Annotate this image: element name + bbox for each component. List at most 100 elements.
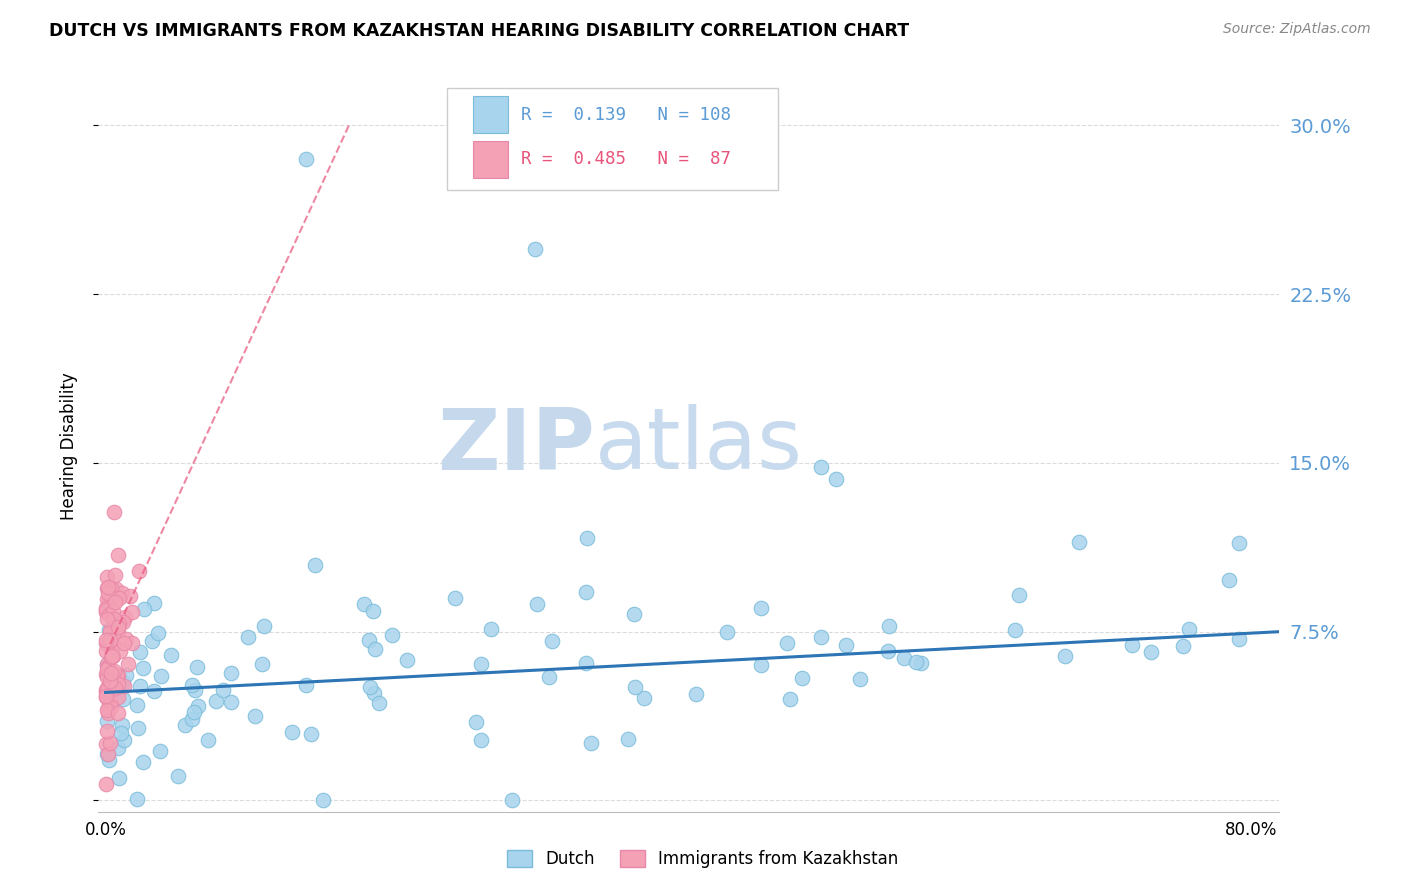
Point (96, 714, 118, 729)
Point (101, 649, 124, 664)
Point (253, 618, 276, 632)
Point (103, 505, 125, 519)
Point (96, 777, 118, 791)
Point (295, 678, 318, 692)
Point (184, 683, 207, 698)
Point (98, 639, 121, 653)
Point (107, 741, 129, 756)
Point (905, 655, 928, 669)
Point (97, 660, 120, 674)
Point (105, 582, 128, 596)
Point (100, 581, 122, 595)
Point (121, 605, 143, 619)
Point (96, 657, 118, 671)
Point (1008, 588, 1031, 602)
Text: Source: ZipAtlas.com: Source: ZipAtlas.com (1223, 22, 1371, 37)
Point (111, 586, 134, 600)
Point (749, 601, 772, 615)
Point (107, 706, 129, 720)
Point (100, 665, 122, 680)
Point (127, 722, 149, 736)
Point (104, 681, 127, 695)
Point (96, 605, 118, 619)
Point (96, 601, 118, 615)
Point (107, 619, 129, 633)
Text: ZIP: ZIP (437, 404, 595, 488)
Point (100, 699, 122, 714)
Point (98, 680, 121, 694)
Point (311, 793, 333, 807)
Point (381, 628, 404, 642)
Point (103, 664, 125, 678)
Point (96, 670, 118, 684)
Point (810, 460, 832, 475)
Point (103, 687, 125, 701)
Point (1067, 534, 1090, 549)
Point (1227, 535, 1250, 549)
Point (97, 580, 120, 594)
Point (824, 472, 846, 486)
Point (1177, 622, 1199, 636)
Point (716, 625, 738, 640)
Point (219, 695, 242, 709)
Point (97, 700, 120, 714)
Point (501, 793, 523, 807)
Point (252, 657, 274, 672)
Point (117, 657, 139, 671)
Point (110, 726, 132, 740)
Point (470, 657, 492, 672)
Point (575, 656, 598, 670)
Point (1054, 648, 1077, 663)
Point (101, 648, 124, 663)
Point (187, 699, 209, 714)
Point (100, 625, 122, 640)
Point (1121, 638, 1143, 652)
Point (112, 615, 135, 629)
Point (212, 682, 235, 697)
Point (107, 548, 129, 562)
Text: DUTCH VS IMMIGRANTS FROM KAZAKHSTAN HEARING DISABILITY CORRELATION CHART: DUTCH VS IMMIGRANTS FROM KAZAKHSTAN HEAR… (49, 22, 910, 40)
Point (364, 642, 387, 657)
Point (623, 607, 645, 621)
Point (98, 605, 121, 619)
Point (149, 744, 172, 758)
Point (363, 686, 385, 700)
Point (125, 698, 148, 712)
Point (96, 683, 118, 698)
Point (96, 611, 118, 625)
Point (685, 687, 707, 701)
Point (1173, 640, 1195, 654)
Point (129, 645, 152, 659)
Point (181, 678, 204, 692)
Point (98, 680, 121, 694)
Point (104, 595, 127, 609)
Point (128, 680, 150, 694)
Point (96, 602, 118, 616)
Point (98, 593, 121, 607)
Point (359, 680, 381, 694)
Point (120, 589, 142, 603)
Point (353, 597, 375, 611)
Point (835, 638, 858, 652)
Point (149, 669, 172, 683)
Point (197, 733, 219, 747)
Point (180, 712, 202, 726)
Point (96, 591, 118, 606)
Point (633, 690, 655, 705)
Legend: Dutch, Immigrants from Kazakhstan: Dutch, Immigrants from Kazakhstan (501, 843, 905, 875)
Point (107, 617, 129, 632)
Point (893, 650, 915, 665)
Point (849, 672, 872, 686)
Y-axis label: Hearing Disability: Hearing Disability (59, 372, 77, 520)
Point (1218, 573, 1240, 587)
Point (541, 634, 564, 648)
Point (111, 692, 134, 706)
Point (470, 733, 492, 747)
Point (96, 747, 118, 761)
Point (107, 690, 129, 705)
FancyBboxPatch shape (472, 141, 508, 178)
Point (538, 670, 561, 684)
Point (101, 639, 124, 653)
Point (100, 696, 122, 710)
Point (96, 724, 118, 739)
